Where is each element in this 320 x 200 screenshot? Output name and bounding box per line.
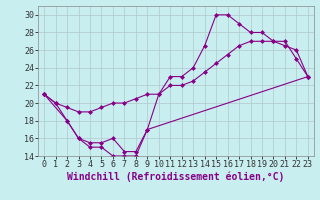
X-axis label: Windchill (Refroidissement éolien,°C): Windchill (Refroidissement éolien,°C) (67, 172, 285, 182)
